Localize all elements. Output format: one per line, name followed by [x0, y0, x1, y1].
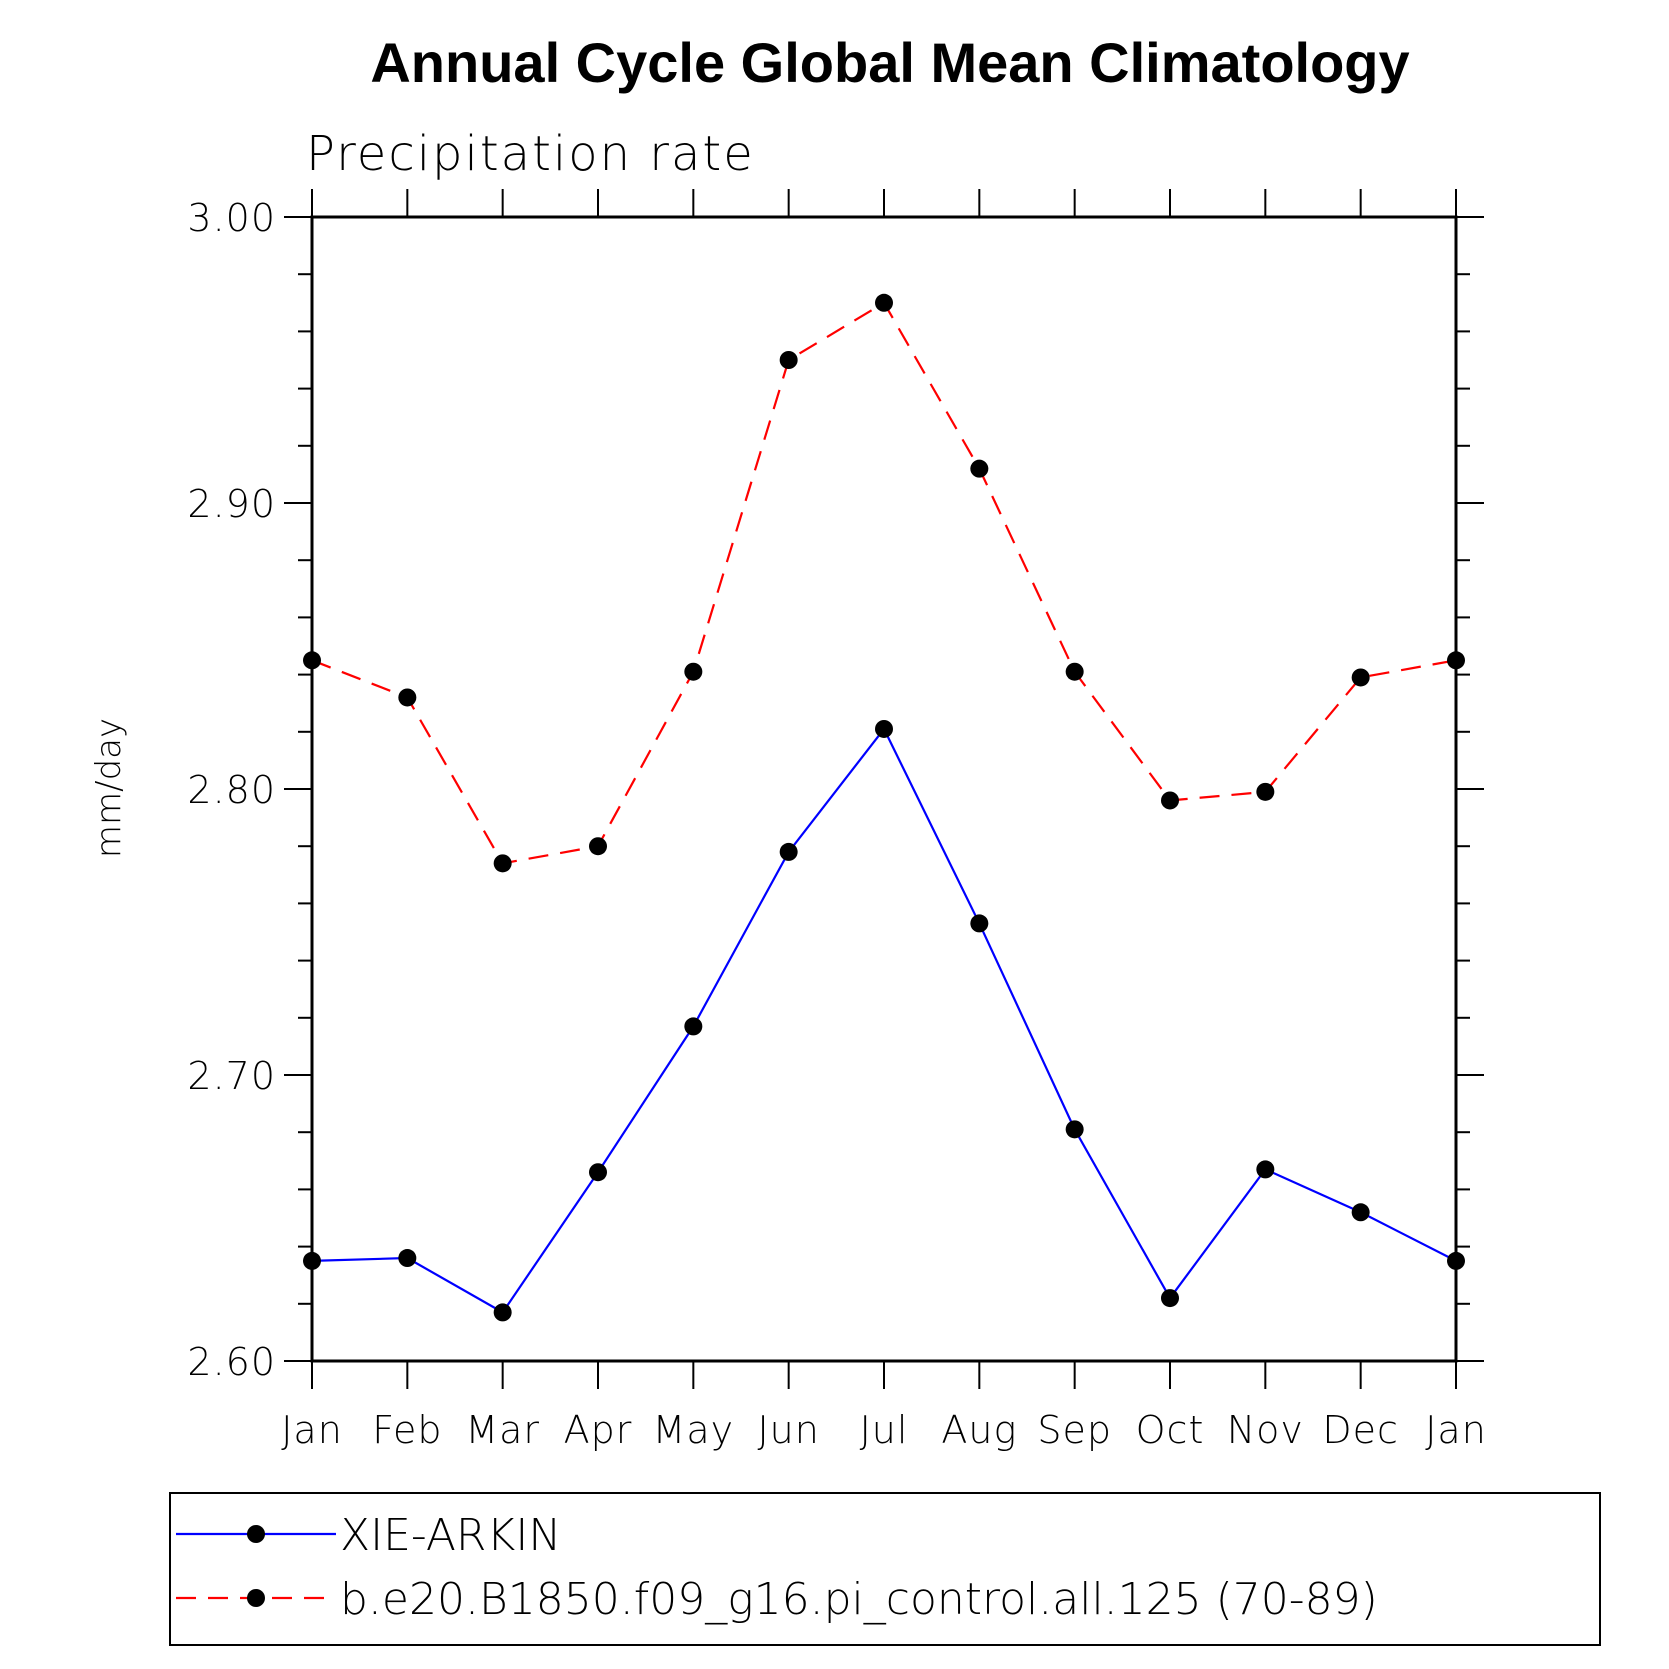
legend-entries: XIE-ARKIN b.e20.B1850.f09_g16.pi_control.…: [176, 1510, 1378, 1625]
series-layer: [303, 293, 1465, 1322]
series-1-point: [1351, 1203, 1370, 1222]
series-2-point: [1161, 791, 1179, 810]
x-tick-label: Jun: [757, 1408, 819, 1452]
x-tick-label: Aug: [941, 1408, 1017, 1452]
x-tick-label: Jan: [281, 1408, 343, 1452]
series-2-point: [970, 459, 989, 478]
series-line-1: [311, 726, 1457, 1314]
plot-frame: [310, 215, 1458, 1363]
x-tick-label: Mar: [465, 1408, 540, 1452]
y-tick-labels: 2.60 2.70 2.80 2.90 3.00: [187, 196, 276, 1384]
series-2-point: [1256, 782, 1275, 801]
chart-subtitle: Precipitation rate: [306, 126, 755, 182]
x-tick-label: Feb: [372, 1408, 442, 1452]
series-2-point: [1351, 668, 1370, 687]
series-2-point: [493, 854, 512, 873]
x-tick-label: May: [653, 1408, 735, 1452]
series-1-point: [1256, 1160, 1275, 1179]
series-1-point: [875, 719, 893, 738]
legend-box: [169, 1492, 1601, 1646]
series-2-point: [589, 837, 607, 856]
y-tick-label: 2.70: [187, 1054, 276, 1098]
series-1-point: [1065, 1120, 1084, 1139]
series-1-point: [779, 842, 798, 861]
x-tick-label: Sep: [1037, 1408, 1112, 1452]
x-tick-labels: Jan Feb Mar Apr May Jun Jul Aug Sep Oct Nov Dec Jan: [281, 1408, 1487, 1452]
y-axis-label: mm/day: [89, 718, 129, 858]
series-2-point: [1065, 662, 1084, 681]
x-tick-label: Nov: [1227, 1408, 1304, 1452]
ticks-layer: [284, 189, 1484, 1389]
series-1-point: [398, 1249, 417, 1268]
legend-marker-1: [247, 1525, 265, 1543]
x-tick-label: Apr: [564, 1408, 633, 1452]
y-tick-label: 2.60: [187, 1340, 276, 1384]
series-2-point: [398, 688, 417, 707]
y-tick-label: 2.90: [187, 482, 276, 526]
x-tick-label: Jan: [1425, 1408, 1487, 1452]
series-1-point: [589, 1163, 607, 1182]
x-tick-label: Dec: [1322, 1408, 1399, 1452]
chart-title: Annual Cycle Global Mean Climatology: [370, 31, 1409, 94]
series-2-point: [779, 351, 798, 369]
y-tick-label: 2.80: [187, 768, 276, 812]
x-tick-label: Jul: [860, 1408, 909, 1452]
series-1-point: [684, 1017, 703, 1036]
x-tick-label: Oct: [1136, 1408, 1205, 1452]
series-1-point: [493, 1303, 512, 1322]
y-tick-label: 3.00: [187, 196, 276, 240]
legend-label-2: b.e20.B1850.f09_g16.pi_control.all.125 (…: [340, 1574, 1378, 1625]
series-1-point: [970, 914, 989, 933]
legend-label-1: XIE-ARKIN: [340, 1510, 561, 1561]
legend-marker-2: [247, 1589, 265, 1607]
series-2-point: [875, 293, 893, 312]
series-2-point: [684, 662, 703, 681]
legend: XIE-ARKIN b.e20.B1850.f09_g16.pi_control.…: [169, 1492, 1601, 1646]
series-1-point: [1161, 1289, 1179, 1308]
series-line-2: [311, 301, 1457, 865]
